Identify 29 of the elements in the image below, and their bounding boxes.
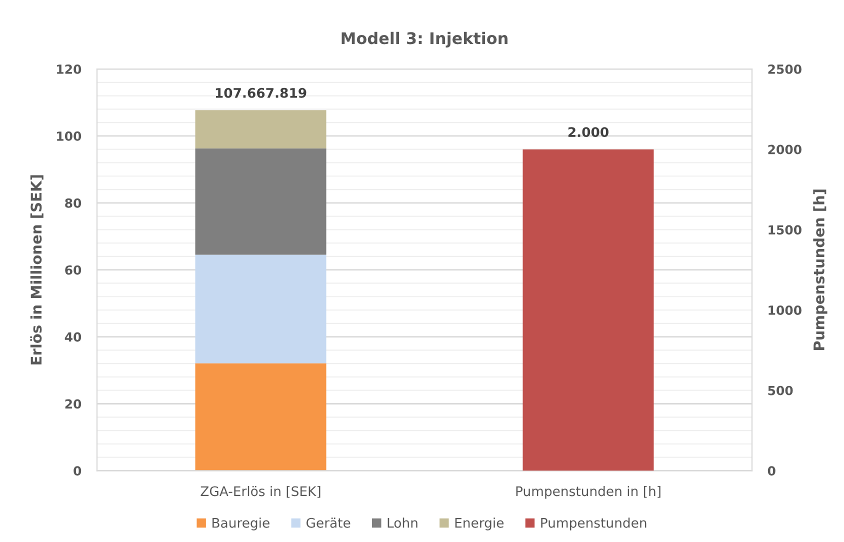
y-tick-label: 40	[64, 332, 82, 342]
legend-label: Energie	[455, 518, 504, 530]
x-tick-label: Pumpenstunden in [h]	[516, 486, 660, 499]
y-tick-label: 0	[74, 466, 82, 476]
y2-tick-label: 500	[768, 386, 793, 396]
bar	[195, 110, 326, 148]
y-tick-label: 100	[57, 131, 82, 141]
bar	[195, 148, 326, 255]
x-tick-label: ZGA-Erlös in [SEK]	[200, 486, 320, 498]
legend-label: Geräte	[306, 518, 350, 528]
bar	[195, 254, 326, 364]
y2-tick-label: 1500	[768, 225, 802, 235]
y-tick-label: 80	[65, 198, 82, 208]
y2-tick-label: 1000	[768, 305, 802, 315]
y-tick-label: 120	[57, 64, 82, 74]
legend-label: Bauregie	[212, 518, 270, 530]
legend-label: Pumpenstunden	[541, 518, 646, 530]
annotation: 107.667.819	[216, 88, 306, 98]
y2-tick-label: 2000	[768, 144, 802, 154]
bar	[195, 363, 326, 471]
y2-tick-label: 0	[768, 466, 776, 476]
chart-title: Modell 3: Injektion	[342, 32, 508, 48]
data-label: 2.000	[568, 127, 608, 138]
y2-tick-label: 2500	[768, 64, 802, 74]
y-tick-label: 20	[65, 399, 82, 409]
y-axis-title: Erlös in Millionen [SEK]	[30, 175, 44, 364]
legend-label: Lohn	[388, 518, 418, 528]
y2-axis-title: Pumpenstunden [h]	[813, 190, 828, 350]
y-tick-label: 60	[65, 265, 82, 275]
